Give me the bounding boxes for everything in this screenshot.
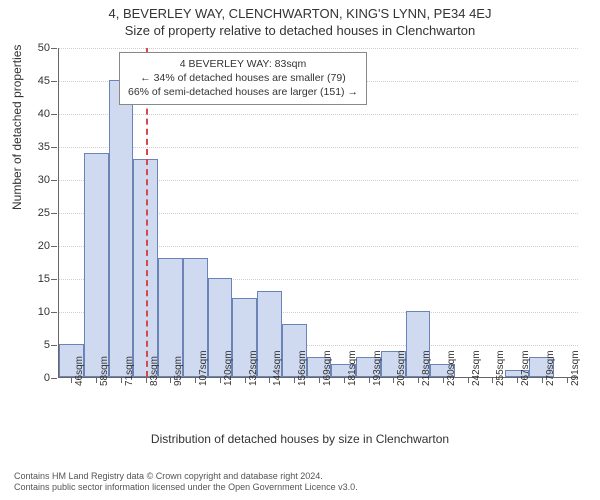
x-tick-label: 291sqm [570,350,581,386]
x-tick-label: 181sqm [347,350,358,386]
y-tick [51,246,57,247]
x-tick-label: 83sqm [149,356,160,386]
y-tick [51,48,57,49]
x-tick-label: 205sqm [396,350,407,386]
subtitle-line: Size of property relative to detached ho… [0,23,600,38]
y-tick-label: 30 [20,174,50,186]
title-block: 4, BEVERLEY WAY, CLENCHWARTON, KING'S LY… [0,0,600,38]
gridline [59,48,578,49]
annotation-box: 4 BEVERLEY WAY: 83sqm← 34% of detached h… [119,52,367,105]
x-tick [319,377,320,383]
y-tick-label: 20 [20,240,50,252]
y-tick-label: 10 [20,306,50,318]
x-tick [195,377,196,383]
y-tick-label: 5 [20,339,50,351]
y-tick-label: 40 [20,108,50,120]
y-tick-label: 35 [20,141,50,153]
x-tick [294,377,295,383]
footer-line-2: Contains public sector information licen… [14,482,590,494]
y-tick [51,279,57,280]
x-tick-label: 71sqm [124,356,135,386]
y-tick [51,114,57,115]
x-tick-label: 255sqm [495,350,506,386]
x-tick [567,377,568,383]
x-tick-label: 58sqm [99,356,110,386]
x-tick-label: 242sqm [471,350,482,386]
x-tick [418,377,419,383]
x-tick-label: 218sqm [421,350,432,386]
x-tick [344,377,345,383]
x-tick-label: 267sqm [520,350,531,386]
y-tick [51,378,57,379]
x-tick-label: 169sqm [322,350,333,386]
y-tick [51,213,57,214]
x-tick [517,377,518,383]
x-tick [468,377,469,383]
x-tick-label: 120sqm [223,350,234,386]
y-tick-label: 15 [20,273,50,285]
x-tick [269,377,270,383]
annotation-line-1: 4 BEVERLEY WAY: 83sqm [128,57,358,71]
footer-line-1: Contains HM Land Registry data © Crown c… [14,471,590,483]
y-tick [51,345,57,346]
x-tick-label: 46sqm [74,356,85,386]
histogram-bar [109,80,134,377]
plot-area: 4 BEVERLEY WAY: 83sqm← 34% of detached h… [58,48,578,378]
x-tick-label: 95sqm [173,356,184,386]
x-tick-label: 107sqm [198,350,209,386]
x-tick [170,377,171,383]
y-tick-label: 25 [20,207,50,219]
page-root: 4, BEVERLEY WAY, CLENCHWARTON, KING'S LY… [0,0,600,500]
x-tick [96,377,97,383]
y-tick-label: 50 [20,42,50,54]
x-tick-label: 156sqm [297,350,308,386]
y-tick-label: 45 [20,75,50,87]
x-tick [492,377,493,383]
x-tick-label: 230sqm [446,350,457,386]
y-tick [51,180,57,181]
x-tick-label: 279sqm [545,350,556,386]
x-tick [542,377,543,383]
y-tick [51,312,57,313]
annotation-line-2: ← 34% of detached houses are smaller (79… [128,71,358,85]
x-tick [146,377,147,383]
gridline [59,114,578,115]
x-tick [245,377,246,383]
x-tick-label: 144sqm [272,350,283,386]
y-tick [51,147,57,148]
footer-block: Contains HM Land Registry data © Crown c… [14,471,590,494]
x-tick [121,377,122,383]
x-tick-label: 193sqm [372,350,383,386]
x-tick-label: 132sqm [248,350,259,386]
gridline [59,147,578,148]
x-tick [369,377,370,383]
y-tick-label: 0 [20,372,50,384]
x-tick [393,377,394,383]
x-axis-label: Distribution of detached houses by size … [0,432,600,446]
y-tick [51,81,57,82]
histogram-bar [84,153,109,377]
x-tick [220,377,221,383]
x-tick [71,377,72,383]
address-line: 4, BEVERLEY WAY, CLENCHWARTON, KING'S LY… [0,6,600,21]
annotation-line-3: 66% of semi-detached houses are larger (… [128,85,358,99]
plot-wrap: 4 BEVERLEY WAY: 83sqm← 34% of detached h… [58,48,578,378]
x-tick [443,377,444,383]
